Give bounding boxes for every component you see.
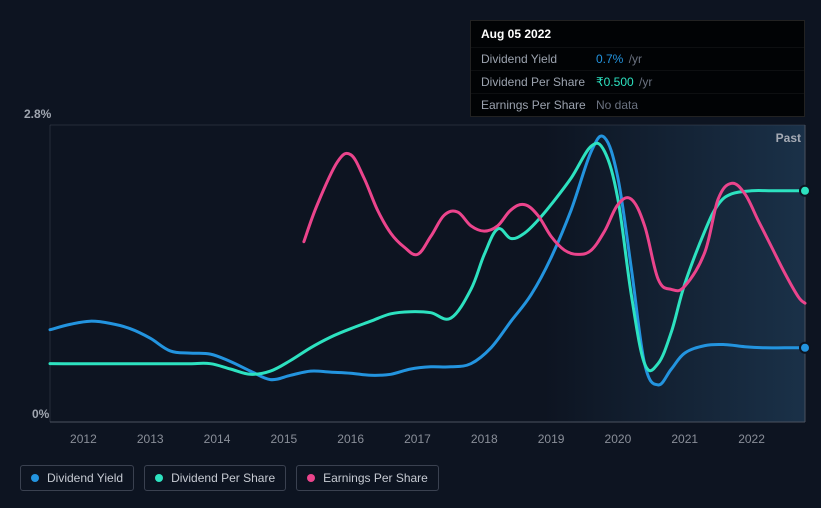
x-axis-tick: 2020 xyxy=(605,432,632,446)
x-axis-tick: 2015 xyxy=(270,432,297,446)
x-axis-tick: 2016 xyxy=(337,432,364,446)
tooltip-row: Earnings Per ShareNo data xyxy=(471,93,804,116)
x-axis-tick: 2013 xyxy=(137,432,164,446)
series-end-marker xyxy=(800,186,810,196)
tooltip-row: Dividend Yield0.7% /yr xyxy=(471,47,804,70)
legend-item-dividend-per-share[interactable]: Dividend Per Share xyxy=(144,465,286,491)
tooltip-value: ₹0.500 /yr xyxy=(596,75,652,89)
x-axis-tick: 2021 xyxy=(671,432,698,446)
series-end-marker xyxy=(800,343,810,353)
tooltip-label: Earnings Per Share xyxy=(481,98,596,112)
x-axis-tick: 2022 xyxy=(738,432,765,446)
legend-item-dividend-yield[interactable]: Dividend Yield xyxy=(20,465,134,491)
legend-label: Earnings Per Share xyxy=(323,471,428,485)
tooltip-date: Aug 05 2022 xyxy=(471,21,804,47)
legend-label: Dividend Yield xyxy=(47,471,123,485)
y-axis-max-label: 2.8% xyxy=(24,107,51,121)
x-axis-tick: 2018 xyxy=(471,432,498,446)
tooltip-row: Dividend Per Share₹0.500 /yr xyxy=(471,70,804,93)
dividend-chart: { "chart": { "type": "line", "width": 82… xyxy=(0,0,821,508)
tooltip-label: Dividend Per Share xyxy=(481,75,596,89)
tooltip-label: Dividend Yield xyxy=(481,52,596,66)
chart-legend: Dividend Yield Dividend Per Share Earnin… xyxy=(20,465,439,491)
legend-item-earnings-per-share[interactable]: Earnings Per Share xyxy=(296,465,439,491)
tooltip-value: No data xyxy=(596,98,638,112)
x-axis-tick: 2017 xyxy=(404,432,431,446)
legend-label: Dividend Per Share xyxy=(171,471,275,485)
x-axis-tick: 2019 xyxy=(538,432,565,446)
chart-tooltip: Aug 05 2022 Dividend Yield0.7% /yrDivide… xyxy=(470,20,805,117)
y-axis-min-label: 0% xyxy=(32,407,49,421)
legend-dot-icon xyxy=(31,474,39,482)
legend-dot-icon xyxy=(307,474,315,482)
x-axis-tick: 2012 xyxy=(70,432,97,446)
tooltip-value: 0.7% /yr xyxy=(596,52,642,66)
legend-dot-icon xyxy=(155,474,163,482)
x-axis-tick: 2014 xyxy=(204,432,231,446)
past-label: Past xyxy=(776,131,801,145)
